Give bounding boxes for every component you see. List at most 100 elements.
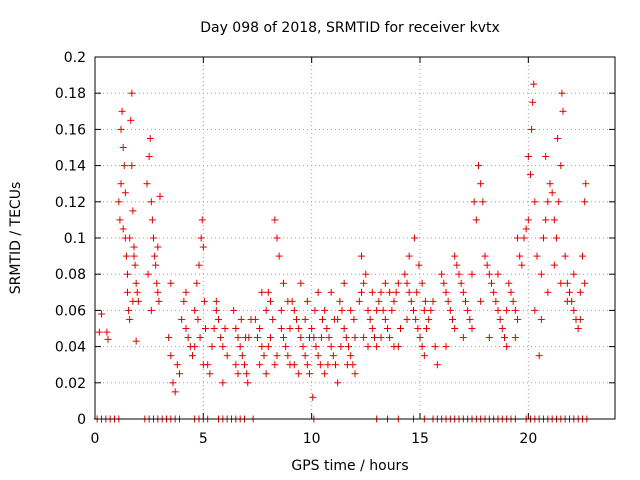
data-point-srmtid: [129, 297, 137, 305]
data-point-srmtid: [316, 361, 324, 369]
data-point-srmtid: [284, 352, 292, 360]
data-point-srmtid: [516, 252, 524, 260]
data-point-srmtid: [95, 328, 103, 336]
data-point-srmtid: [425, 315, 433, 323]
data-point-srmtid: [116, 216, 124, 224]
data-point-srmtid: [563, 279, 571, 287]
y-tick-label: 0: [77, 412, 86, 428]
data-point-srmtid: [581, 279, 589, 287]
data-point-srmtid: [401, 270, 409, 278]
data-point-srmtid: [555, 198, 563, 206]
data-point-srmtid: [284, 297, 292, 305]
data-point-srmtid: [531, 306, 539, 314]
data-point-srmtid: [392, 288, 400, 296]
data-point-srmtid: [244, 379, 252, 387]
y-axis-label: SRMTID / TECUs: [8, 182, 24, 295]
x-tick-label: 20: [519, 431, 537, 447]
data-point-srmtid: [423, 325, 430, 332]
data-point-srmtid: [384, 325, 391, 332]
data-point-srmtid: [386, 334, 394, 342]
data-point-srmtid: [414, 325, 422, 332]
data-point-srmtid: [324, 361, 332, 369]
data-point-srmtid: [405, 252, 413, 260]
data-point-srmtid: [514, 315, 521, 323]
data-point-srmtid: [146, 134, 154, 142]
data-point-srmtid: [301, 315, 309, 323]
data-point-srmtid: [451, 325, 459, 332]
data-point-srmtid: [277, 306, 285, 314]
data-point-srmtid: [297, 279, 305, 287]
data-point-srmtid: [264, 288, 272, 296]
data-point-srmtid: [217, 334, 225, 342]
data-point-srmtid: [570, 270, 578, 278]
data-point-srmtid: [558, 89, 566, 97]
data-point-srmtid: [273, 234, 281, 242]
data-point-srmtid: [511, 306, 519, 314]
data-point-srmtid: [241, 361, 248, 369]
data-point-srmtid: [455, 270, 463, 278]
data-point-srmtid: [165, 334, 173, 342]
data-point-srmtid: [309, 393, 317, 401]
data-point-srmtid: [462, 297, 469, 305]
y-tick-label: 0.08: [55, 267, 86, 283]
data-point-srmtid: [126, 234, 134, 242]
data-point-srmtid: [327, 343, 335, 351]
data-point-srmtid: [453, 261, 461, 269]
data-point-srmtid: [351, 370, 359, 378]
data-point-srmtid: [154, 288, 162, 296]
data-point-srmtid: [544, 288, 552, 296]
data-point-srmtid: [351, 334, 359, 342]
data-point-srmtid: [119, 225, 127, 233]
data-point-srmtid: [505, 279, 513, 287]
data-point-srmtid: [470, 198, 478, 206]
data-point-srmtid: [219, 379, 227, 387]
data-point-srmtid: [364, 306, 372, 314]
data-point-srmtid: [336, 297, 344, 305]
data-point-srmtid: [464, 306, 472, 314]
data-point-srmtid: [258, 288, 266, 296]
data-point-srmtid: [299, 343, 307, 351]
data-point-srmtid: [191, 306, 199, 314]
data-point-srmtid: [492, 297, 500, 305]
data-point-srmtid: [511, 334, 519, 342]
data-point-srmtid: [533, 252, 541, 260]
data-point-srmtid: [377, 288, 385, 296]
data-point-srmtid: [340, 279, 348, 287]
data-point-srmtid: [446, 306, 454, 314]
data-point-srmtid: [345, 343, 352, 351]
y-tick-label: 0.06: [55, 303, 86, 319]
data-point-srmtid: [429, 297, 437, 305]
data-point-srmtid: [498, 325, 506, 332]
data-point-srmtid: [269, 315, 277, 323]
data-point-srmtid: [182, 288, 190, 296]
data-point-srmtid: [303, 361, 311, 369]
data-point-srmtid: [501, 334, 508, 342]
data-point-srmtid: [151, 252, 159, 260]
data-point-srmtid: [559, 107, 567, 115]
data-point-srmtid: [483, 261, 491, 269]
data-point-srmtid: [579, 252, 586, 260]
data-point-srmtid: [293, 315, 300, 323]
data-point-srmtid: [570, 306, 578, 314]
data-point-srmtid: [368, 288, 376, 296]
data-point-srmtid: [242, 334, 250, 342]
data-point-srmtid: [173, 361, 181, 369]
data-point-srmtid: [171, 388, 179, 396]
y-tick-label: 0.12: [55, 195, 86, 211]
x-axis: 0 5 10 15 20: [91, 57, 537, 447]
data-point-srmtid: [275, 252, 283, 260]
data-point-srmtid: [494, 306, 502, 314]
data-point-srmtid: [267, 334, 274, 342]
data-point-srmtid: [131, 261, 139, 269]
data-point-srmtid: [212, 297, 220, 305]
data-point-srmtid: [199, 243, 207, 251]
data-point-srmtid: [494, 270, 502, 278]
data-point-srmtid: [514, 234, 521, 242]
data-point-srmtid: [358, 288, 365, 296]
data-point-srmtid: [574, 325, 582, 332]
data-point-srmtid: [125, 306, 133, 314]
data-point-srmtid: [459, 334, 467, 342]
data-point-srmtid: [308, 325, 316, 332]
data-point-srmtid: [477, 180, 485, 188]
data-point-srmtid: [130, 243, 138, 251]
